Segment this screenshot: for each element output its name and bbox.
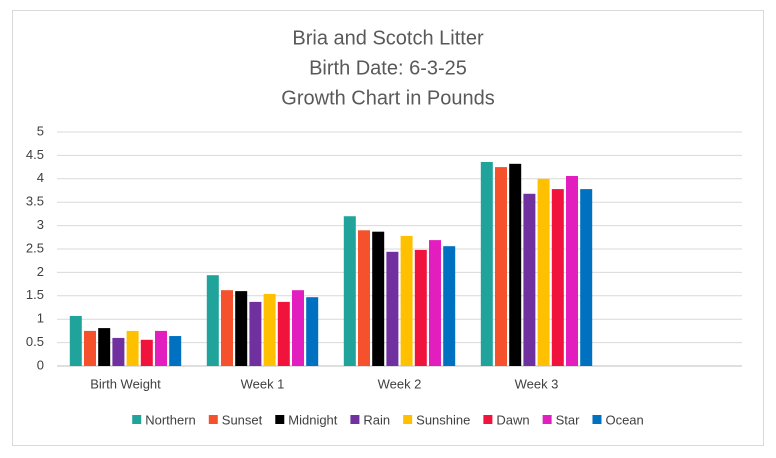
bar xyxy=(98,328,111,366)
legend-label: Sunshine xyxy=(416,412,470,427)
bar xyxy=(69,315,82,366)
bar xyxy=(358,230,370,366)
chart-subtitle: Birth Date: 6-3-25 xyxy=(309,57,467,79)
bar xyxy=(551,189,564,366)
bar xyxy=(155,330,167,366)
legend-label: Sunset xyxy=(222,412,263,427)
y-tick-label: 4.5 xyxy=(26,147,44,162)
y-tick-label: 2 xyxy=(37,264,44,279)
bar xyxy=(343,216,356,366)
legend-swatch xyxy=(350,415,360,424)
legend-label: Ocean xyxy=(605,412,643,427)
y-tick-label: 0 xyxy=(37,357,44,372)
x-tick-label: Week 3 xyxy=(515,376,559,391)
y-tick-label: 3 xyxy=(37,217,44,232)
bar xyxy=(480,161,493,366)
chart-title: Bria and Scotch Litter xyxy=(292,27,484,49)
bar xyxy=(566,175,578,366)
legend-swatch xyxy=(483,415,493,424)
bar xyxy=(235,291,248,366)
bar xyxy=(443,246,456,366)
chart-subtitle: Growth Chart in Pounds xyxy=(281,87,494,109)
y-tick-label: 1 xyxy=(37,311,44,326)
bar xyxy=(277,301,290,366)
y-tick-label: 4 xyxy=(37,170,44,185)
bar xyxy=(429,240,441,366)
legend-label: Midnight xyxy=(288,412,338,427)
bar xyxy=(206,275,219,366)
bar xyxy=(495,167,507,366)
bar xyxy=(386,251,399,366)
bar xyxy=(126,330,139,366)
legend-label: Rain xyxy=(363,412,390,427)
bar xyxy=(84,330,96,366)
bar xyxy=(306,297,319,366)
bar xyxy=(249,301,262,366)
x-tick-label: Week 2 xyxy=(378,376,422,391)
bar xyxy=(509,163,522,366)
bar xyxy=(400,235,413,366)
bar xyxy=(580,189,593,366)
legend-swatch xyxy=(542,415,552,424)
legend-swatch xyxy=(132,415,142,424)
y-tick-label: 0.5 xyxy=(26,334,44,349)
legend-swatch xyxy=(403,415,413,424)
chart-border xyxy=(12,10,764,446)
y-tick-label: 3.5 xyxy=(26,194,44,209)
y-tick-label: 1.5 xyxy=(26,287,44,302)
legend-swatch xyxy=(208,415,218,424)
legend-swatch xyxy=(275,415,285,424)
bar xyxy=(221,290,233,366)
bar xyxy=(292,290,304,366)
bar xyxy=(263,293,276,366)
y-tick-label: 2.5 xyxy=(26,240,44,255)
y-tick-label: 5 xyxy=(37,123,44,138)
bar xyxy=(537,178,550,366)
x-tick-label: Week 1 xyxy=(241,376,285,391)
legend-label: Northern xyxy=(145,412,196,427)
legend-label: Dawn xyxy=(496,412,529,427)
bar xyxy=(169,336,182,366)
legend-swatch xyxy=(592,415,602,424)
bar xyxy=(112,337,125,366)
bar xyxy=(372,231,385,366)
x-tick-label: Birth Weight xyxy=(90,376,161,391)
bar xyxy=(414,249,427,366)
legend-label: Star xyxy=(556,412,581,427)
bar xyxy=(523,193,536,366)
bar xyxy=(140,339,153,366)
